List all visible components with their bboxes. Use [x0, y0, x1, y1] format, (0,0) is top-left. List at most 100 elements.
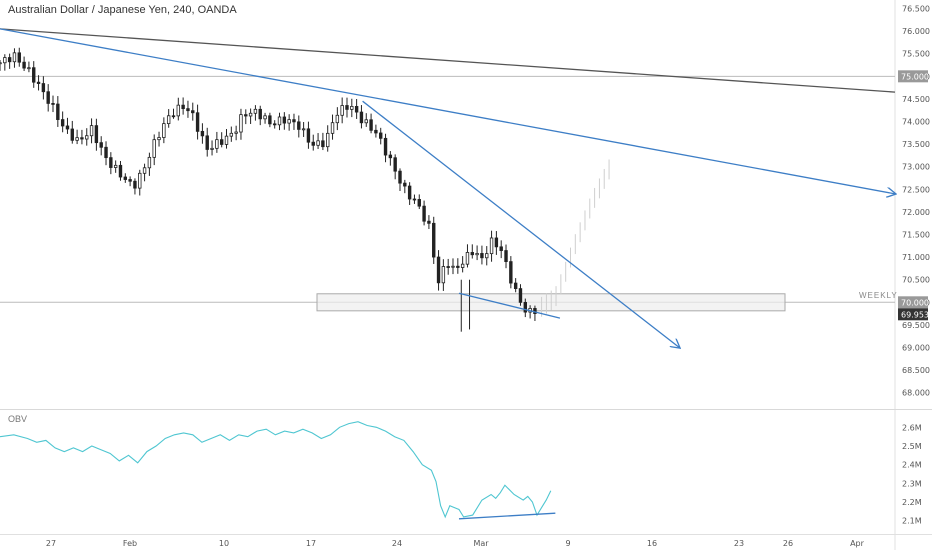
candle-body	[71, 129, 74, 140]
candle-body	[346, 106, 349, 110]
candle	[158, 132, 161, 147]
candle-body	[32, 68, 35, 82]
candle	[370, 114, 373, 134]
candle-body	[206, 136, 209, 150]
candle-body	[42, 84, 45, 92]
candle	[240, 109, 243, 140]
candle	[23, 57, 26, 71]
price-tick-label: 76.500	[902, 5, 930, 14]
candle-body	[177, 105, 180, 116]
candle-body	[61, 120, 64, 126]
candle-body	[0, 63, 1, 64]
candle	[365, 113, 368, 127]
candle-body	[485, 254, 488, 258]
candle-body	[138, 173, 141, 188]
candle	[61, 111, 64, 132]
candle-body	[471, 252, 474, 254]
candle	[519, 284, 522, 306]
candle-body	[163, 124, 166, 138]
candle	[490, 231, 493, 262]
candle	[220, 132, 223, 147]
candle	[182, 97, 185, 114]
candle	[114, 160, 117, 172]
candle-body	[216, 140, 219, 149]
candle-body	[273, 124, 276, 125]
candle	[322, 133, 325, 150]
candle-body	[134, 181, 137, 188]
candle-body	[379, 133, 382, 138]
candle	[264, 113, 267, 124]
candle	[153, 134, 156, 165]
level-price-tag: 75.000	[898, 70, 929, 82]
candle	[148, 153, 151, 176]
level-price-tag: 70.000	[898, 296, 929, 308]
candle-body	[293, 120, 296, 122]
candle	[66, 118, 69, 134]
candle-body	[283, 117, 286, 123]
candle	[297, 115, 300, 137]
candle-body	[322, 141, 325, 147]
candle-body	[211, 148, 214, 149]
candle	[461, 256, 464, 272]
candle-body	[235, 132, 238, 133]
candle-body	[81, 138, 84, 139]
candle-body	[114, 165, 117, 167]
candle-body	[124, 177, 127, 180]
candle	[288, 114, 291, 130]
candle-body	[447, 267, 450, 268]
candle-body	[490, 238, 493, 254]
price-tick-label: 73.500	[902, 140, 930, 149]
candle-body	[201, 131, 204, 135]
time-tick-label: 26	[783, 539, 793, 548]
candle	[172, 109, 175, 119]
candle	[317, 133, 320, 149]
candle	[437, 250, 440, 290]
candle	[399, 168, 402, 191]
candle-body	[13, 53, 16, 62]
candle	[119, 161, 122, 181]
candle-body	[100, 143, 103, 148]
candle	[47, 84, 50, 111]
price-tick-label: 74.000	[902, 118, 930, 127]
candle	[28, 62, 31, 73]
time-tick-label: 27	[46, 539, 56, 548]
candle-body	[297, 122, 300, 130]
candle	[278, 113, 281, 130]
candle	[124, 173, 127, 183]
candle-body	[476, 253, 479, 254]
candle	[196, 105, 199, 140]
candle-body	[408, 186, 411, 199]
candle-body	[355, 106, 358, 112]
candle	[379, 128, 382, 145]
candle	[105, 141, 108, 165]
candle	[269, 113, 272, 127]
candle	[163, 117, 166, 143]
candle	[110, 152, 113, 174]
trendline-arrow[interactable]	[0, 29, 895, 194]
candle-body	[269, 116, 272, 124]
candle-body	[457, 266, 460, 267]
time-tick-label: 16	[647, 539, 657, 548]
candle-body	[66, 126, 69, 129]
candle-body	[105, 147, 108, 157]
candle	[0, 60, 1, 71]
price-tick-label: 71.500	[902, 231, 930, 240]
time-tick-label: Mar	[473, 539, 489, 548]
candle-body	[244, 115, 247, 116]
candle	[259, 106, 262, 125]
candle-body	[312, 142, 315, 145]
candle-body	[341, 106, 344, 116]
candle	[167, 109, 170, 128]
candle	[230, 127, 233, 142]
candle	[452, 258, 455, 274]
candle	[485, 246, 488, 265]
price-tick-label: 69.000	[902, 344, 930, 353]
candle	[235, 126, 238, 141]
trendline[interactable]	[0, 29, 895, 92]
candle	[389, 151, 392, 166]
candle	[505, 245, 508, 269]
candle	[225, 129, 228, 149]
candle	[355, 99, 358, 119]
